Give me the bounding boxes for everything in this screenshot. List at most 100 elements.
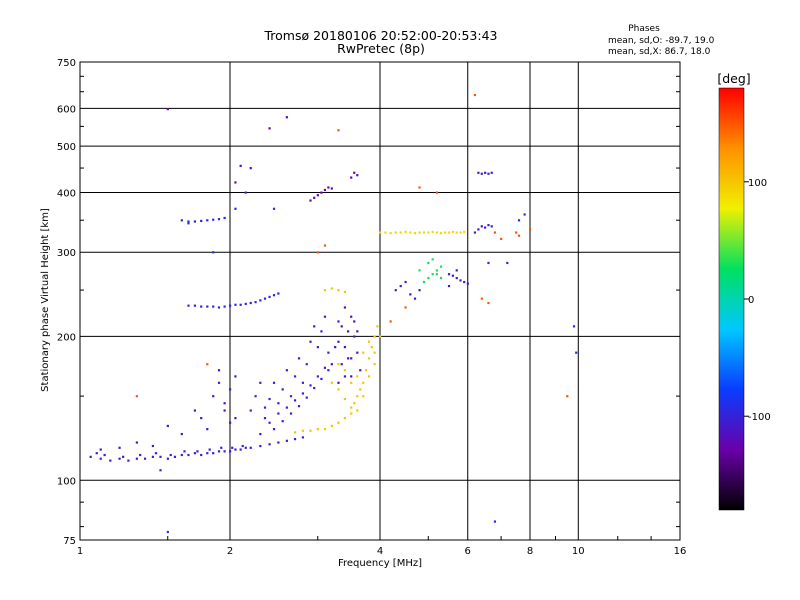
data-point <box>343 306 347 309</box>
data-point <box>196 450 199 453</box>
data-point <box>259 444 262 448</box>
data-point <box>180 219 183 222</box>
data-point <box>330 424 333 428</box>
data-point <box>249 409 252 412</box>
data-point <box>455 276 458 280</box>
data-point <box>193 304 197 307</box>
data-point <box>523 213 526 216</box>
data-point <box>463 280 466 284</box>
data-point <box>217 306 221 309</box>
data-point <box>289 395 293 398</box>
data-point <box>343 369 347 372</box>
x-tick-label: 1 <box>77 546 83 557</box>
data-point <box>244 446 247 449</box>
colorbar-scale <box>718 87 745 511</box>
data-point <box>389 232 392 235</box>
data-point <box>350 406 353 409</box>
data-point <box>301 436 305 439</box>
data-point <box>447 273 451 276</box>
data-point <box>447 284 451 288</box>
data-point <box>320 377 323 381</box>
stats-line-o: mean, sd,O: -89.7, 19.0 <box>608 36 715 46</box>
data-point <box>173 455 177 458</box>
stats-line-x: mean, sd,X: 86.7, 18.0 <box>608 47 711 57</box>
data-point <box>566 395 569 398</box>
data-point <box>234 416 237 420</box>
data-point <box>350 375 353 378</box>
data-point <box>362 351 365 354</box>
data-point <box>337 340 340 343</box>
data-point <box>272 381 276 384</box>
data-point <box>356 351 359 354</box>
data-point <box>135 457 138 460</box>
data-point <box>135 395 138 398</box>
chart-title: Tromsø 20180106 20:52:00-20:53:43 <box>263 28 497 43</box>
data-point <box>413 297 417 300</box>
data-point <box>166 108 169 111</box>
data-point <box>127 459 130 462</box>
data-point <box>208 448 211 451</box>
data-point <box>277 292 280 295</box>
data-point <box>359 369 362 372</box>
data-point <box>394 231 397 234</box>
data-point <box>451 274 455 277</box>
data-point <box>340 325 343 328</box>
colorbar-ticks: -100 0 100 <box>744 178 771 423</box>
x-axis-ticks: 1 2 4 6 8 10 16 <box>77 536 686 557</box>
data-point <box>427 276 430 280</box>
data-point <box>487 261 490 265</box>
data-point <box>323 244 327 247</box>
data-point <box>285 369 288 372</box>
data-point <box>435 273 438 276</box>
data-point <box>327 351 330 354</box>
data-point <box>337 421 340 424</box>
data-point <box>353 335 356 338</box>
data-point <box>493 520 497 523</box>
data-point <box>337 388 340 391</box>
data-point <box>99 457 102 460</box>
data-point <box>356 174 359 177</box>
data-point <box>337 289 340 292</box>
data-point <box>337 363 340 366</box>
data-point <box>480 172 483 175</box>
y-tick-label: 500 <box>57 142 76 153</box>
data-point <box>356 375 359 378</box>
data-point <box>180 453 183 457</box>
data-point <box>572 325 576 328</box>
data-point <box>379 231 382 234</box>
data-point <box>223 216 226 220</box>
data-point <box>316 194 319 197</box>
data-point <box>466 282 469 285</box>
data-point <box>330 287 333 290</box>
data-point <box>389 320 392 323</box>
data-point <box>529 228 532 231</box>
data-point <box>249 167 252 170</box>
data-point <box>259 432 262 436</box>
data-point <box>220 446 223 449</box>
data-point <box>334 346 337 349</box>
data-point <box>439 265 443 268</box>
colorbar-tick-label: 100 <box>748 178 767 189</box>
data-point <box>281 388 284 391</box>
data-point <box>200 453 203 457</box>
data-point <box>217 381 221 384</box>
data-point <box>404 306 407 309</box>
data-point <box>431 258 434 261</box>
stats-heading: Phases <box>628 24 660 34</box>
data-point <box>399 284 402 288</box>
data-point <box>379 335 382 338</box>
data-point <box>99 448 102 451</box>
data-point <box>418 186 421 189</box>
chart-subtitle: RwPretec (8p) <box>337 41 425 56</box>
data-point <box>206 452 209 455</box>
data-point <box>223 402 226 405</box>
data-point <box>340 363 343 366</box>
data-point <box>249 446 252 449</box>
data-point <box>187 304 190 307</box>
data-points <box>89 93 578 534</box>
data-point <box>418 231 421 234</box>
data-point <box>154 452 158 455</box>
data-point <box>316 251 319 254</box>
data-point <box>268 127 271 130</box>
data-point <box>480 297 483 300</box>
